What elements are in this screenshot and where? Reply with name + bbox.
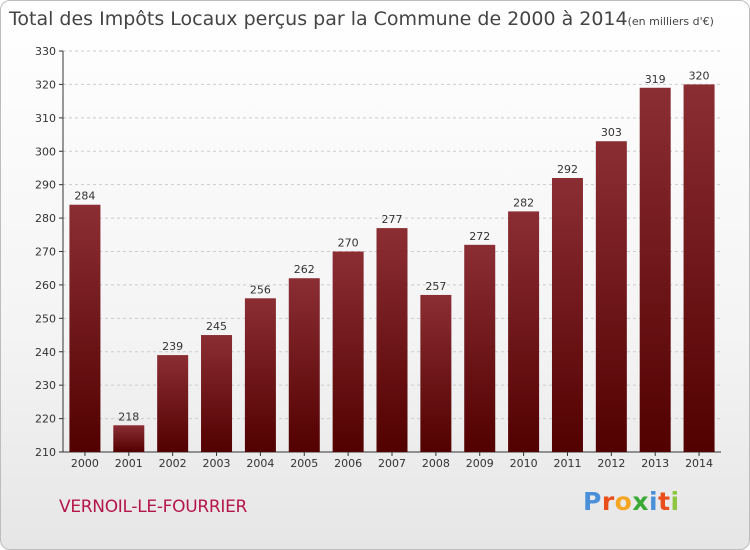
y-tick-label: 250: [35, 312, 56, 325]
logo-letter: o: [614, 487, 633, 516]
bar: [201, 335, 233, 452]
y-tick-label: 280: [35, 212, 56, 225]
data-label: 262: [294, 263, 315, 276]
x-tick-label: 2008: [422, 457, 450, 470]
bar: [683, 84, 715, 453]
bar: [157, 355, 189, 452]
x-tick-label: 2014: [685, 457, 713, 470]
title-text: Total des Impôts Locaux perçus par la Co…: [9, 8, 628, 30]
y-tick-label: 270: [35, 246, 56, 259]
y-tick-label: 240: [35, 346, 56, 359]
bar: [508, 211, 540, 452]
data-label: 272: [469, 230, 490, 243]
labels: 284 2000 218 2001 239 2002 245 2003 256 2004 262 20…: [71, 69, 713, 470]
bar: [244, 298, 276, 452]
data-label: 284: [74, 190, 95, 203]
x-tick-label: 2003: [203, 457, 231, 470]
bar: [420, 294, 452, 452]
x-tick-label: 2005: [290, 457, 318, 470]
x-tick-label: 2013: [641, 457, 669, 470]
bar: [639, 87, 671, 452]
unit-note: (en milliers d'€): [627, 15, 714, 28]
x-tick-label: 2000: [71, 457, 99, 470]
x-tick-label: 2004: [246, 457, 274, 470]
bar: [332, 251, 364, 452]
x-tick-label: 2010: [510, 457, 538, 470]
y-tick-label: 210: [35, 446, 56, 459]
y-tick-label: 260: [35, 279, 56, 292]
data-label: 319: [645, 73, 666, 86]
data-label: 239: [162, 340, 183, 353]
data-label: 218: [118, 410, 139, 423]
logo-letter: x: [632, 487, 649, 516]
bar: [595, 141, 627, 452]
data-label: 257: [425, 280, 446, 293]
data-label: 277: [382, 213, 403, 226]
data-label: 245: [206, 320, 227, 333]
data-label: 320: [689, 69, 710, 82]
commune-name: VERNOIL-LE-FOURRIER: [59, 497, 248, 517]
y-tick-label: 330: [35, 45, 56, 58]
bar: [288, 278, 320, 452]
x-tick-label: 2006: [334, 457, 362, 470]
bar: [113, 425, 145, 452]
logo-letter: i: [649, 487, 659, 516]
y-tick-label: 290: [35, 179, 56, 192]
logo-letter: t: [658, 487, 671, 516]
proxiti-logo[interactable]: Proxiti: [583, 487, 680, 516]
y-tick-label: 220: [35, 413, 56, 426]
data-label: 270: [338, 237, 359, 250]
y-tick-label: 230: [35, 379, 56, 392]
y-tick-label: 300: [35, 145, 56, 158]
y-tick-label: 310: [35, 112, 56, 125]
x-tick-label: 2001: [115, 457, 143, 470]
bar: [464, 244, 496, 452]
logo-letter: P: [583, 487, 602, 516]
logo-letter: i: [670, 487, 680, 516]
x-tick-label: 2002: [159, 457, 187, 470]
bar: [551, 177, 583, 452]
bar: [69, 204, 101, 452]
bar: [376, 228, 408, 452]
x-tick-label: 2007: [378, 457, 406, 470]
x-tick-label: 2011: [553, 457, 581, 470]
data-label: 282: [513, 196, 534, 209]
bars: [69, 84, 715, 453]
x-tick-label: 2009: [466, 457, 494, 470]
x-tick-label: 2012: [597, 457, 625, 470]
y-tick-label: 320: [35, 78, 56, 91]
data-label: 303: [601, 126, 622, 139]
logo-letter: r: [601, 487, 615, 516]
data-label: 256: [250, 283, 271, 296]
data-label: 292: [557, 163, 578, 176]
chart-title: Total des Impôts Locaux perçus par la Co…: [9, 8, 714, 30]
